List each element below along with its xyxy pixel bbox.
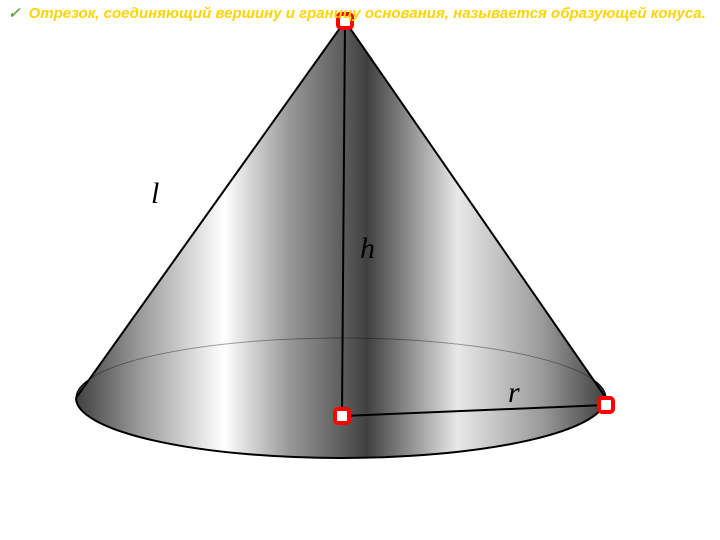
label-radius: r [508,376,520,409]
marker-radius-end [599,398,613,412]
caption-text: Отрезок, соединяющий вершину и границу о… [29,5,706,22]
label-slant: l [151,177,159,210]
label-height: h [360,232,375,265]
caption-bar: ✓ Отрезок, соединяющий вершину и границу … [0,0,720,26]
checkmark-icon: ✓ [8,5,21,22]
cone-figure: l h r [0,0,720,540]
marker-center [335,409,349,423]
